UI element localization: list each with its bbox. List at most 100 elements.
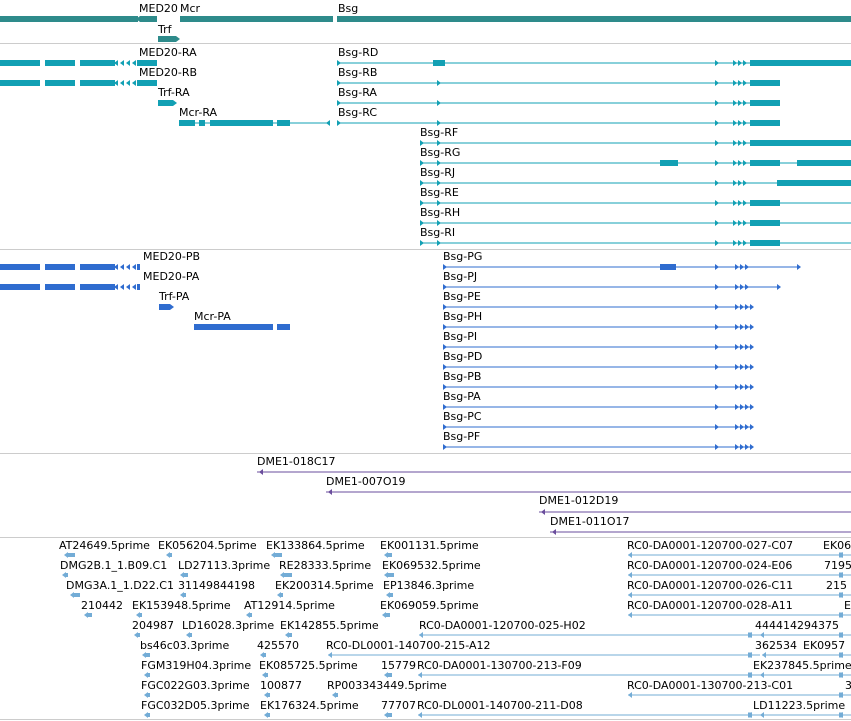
- transcript-label[interactable]: Bsg-RI: [420, 226, 456, 239]
- est-label[interactable]: EK153948.5prime: [132, 599, 231, 612]
- protein-model: [745, 364, 749, 370]
- protein-label[interactable]: Bsg-PG: [443, 250, 483, 263]
- track-separator: [0, 453, 851, 454]
- est-label[interactable]: 210442: [81, 599, 123, 612]
- est-label[interactable]: EK142855.5prime: [280, 619, 379, 632]
- est-label[interactable]: EK069059.5prime: [380, 599, 479, 612]
- est-label[interactable]: DMG3A.1_1.D22.C1: [66, 579, 174, 592]
- est-label[interactable]: EK0957: [803, 639, 846, 652]
- est-label[interactable]: 7195: [824, 559, 851, 572]
- est-label[interactable]: RC0-DA0001-120700-024-E06: [627, 559, 793, 572]
- est-label[interactable]: RE28333.5prime: [279, 559, 372, 572]
- protein-label[interactable]: Bsg-PC: [443, 410, 482, 423]
- protein-label[interactable]: MED20-PA: [143, 270, 200, 283]
- transcript-model: [179, 120, 195, 126]
- est-label[interactable]: EK085725.5prime: [259, 659, 358, 672]
- est-label[interactable]: LD16028.3prime: [182, 619, 275, 632]
- protein-model: [735, 384, 739, 390]
- gene-label-trf[interactable]: Trf: [158, 23, 172, 36]
- gene-label-bsg[interactable]: Bsg: [338, 2, 359, 15]
- est-label[interactable]: LD27113.3prime: [178, 559, 271, 572]
- gene-label-med20[interactable]: MED20: [139, 2, 178, 15]
- est-label[interactable]: EK237845.5prime: [753, 659, 851, 672]
- est-model: [839, 712, 843, 718]
- transcript-label[interactable]: MED20-RB: [139, 66, 198, 79]
- protein-model: [735, 424, 739, 430]
- est-label[interactable]: 3: [845, 679, 851, 692]
- transcript-label[interactable]: Bsg-RJ: [420, 166, 456, 179]
- est-label[interactable]: 31149844198: [178, 579, 255, 592]
- est-label[interactable]: 444414294375: [755, 619, 839, 632]
- clone-label[interactable]: DME1-007O19: [326, 475, 406, 488]
- transcript-model: [437, 240, 441, 246]
- protein-label[interactable]: Bsg-PA: [443, 390, 481, 403]
- est-label[interactable]: 425570: [257, 639, 299, 652]
- clone-label[interactable]: DME1-011O17: [550, 515, 630, 528]
- protein-label[interactable]: Bsg-PF: [443, 430, 481, 443]
- est-label[interactable]: RC0-DA0001-130700-213-F09: [417, 659, 582, 672]
- est-label[interactable]: 77707: [381, 699, 416, 712]
- est-label[interactable]: RC0-DA0001-120700-025-H02: [419, 619, 586, 632]
- est-label[interactable]: RC0-DA0001-130700-213-C01: [627, 679, 794, 692]
- transcript-label[interactable]: Bsg-RB: [338, 66, 378, 79]
- est-label[interactable]: EK001131.5prime: [380, 539, 479, 552]
- est-label[interactable]: EK133864.5prime: [266, 539, 365, 552]
- protein-label[interactable]: Bsg-PE: [443, 290, 481, 303]
- clone-label[interactable]: DME1-012D19: [539, 494, 619, 507]
- clone-label[interactable]: DME1-018C17: [257, 455, 336, 468]
- est-label[interactable]: DMG2B.1_1.B09.C1: [60, 559, 168, 572]
- protein-label[interactable]: MED20-PB: [143, 250, 201, 263]
- transcript-label[interactable]: Trf-RA: [158, 86, 190, 99]
- transcript-model: [733, 160, 737, 166]
- est-label[interactable]: FGC022G03.3prime: [141, 679, 250, 692]
- transcript-model: [45, 60, 75, 66]
- est-label[interactable]: EK06: [823, 539, 851, 552]
- est-label[interactable]: FGM319H04.3prime: [141, 659, 252, 672]
- transcript-label[interactable]: Bsg-RD: [338, 46, 379, 59]
- est-label[interactable]: EK056204.5prime: [158, 539, 257, 552]
- est-label[interactable]: EP13846.3prime: [383, 579, 475, 592]
- est-label[interactable]: AT12914.5prime: [244, 599, 335, 612]
- transcript-label[interactable]: Bsg-RH: [420, 206, 461, 219]
- protein-label[interactable]: Mcr-PA: [194, 310, 231, 323]
- transcript-label[interactable]: Bsg-RF: [420, 126, 459, 139]
- est-label[interactable]: RC0-DA0001-120700-027-C07: [627, 539, 794, 552]
- transcript-label[interactable]: MED20-RA: [139, 46, 197, 59]
- est-model: [628, 592, 632, 598]
- protein-label[interactable]: Bsg-PI: [443, 330, 478, 343]
- transcript-label[interactable]: Mcr-RA: [179, 106, 218, 119]
- protein-label[interactable]: Bsg-PJ: [443, 270, 478, 283]
- est-label[interactable]: EK200314.5prime: [275, 579, 374, 592]
- protein-label[interactable]: Bsg-PH: [443, 310, 483, 323]
- protein-model: [114, 284, 118, 290]
- est-label[interactable]: 100877: [260, 679, 302, 692]
- est-label[interactable]: RC0-DL0001-140700-215-A12: [326, 639, 491, 652]
- protein-label[interactable]: Bsg-PB: [443, 370, 482, 383]
- est-label[interactable]: RC0-DA0001-120700-028-A11: [627, 599, 793, 612]
- protein-label[interactable]: Trf-PA: [159, 290, 190, 303]
- est-label[interactable]: RC0-DL0001-140700-211-D08: [417, 699, 583, 712]
- transcript-label[interactable]: Bsg-RC: [338, 106, 378, 119]
- est-label[interactable]: RP003343449.5prime: [327, 679, 447, 692]
- est-label[interactable]: bs46c03.3prime: [140, 639, 230, 652]
- est-label[interactable]: 362534: [755, 639, 797, 652]
- est-label[interactable]: EK176324.5prime: [260, 699, 359, 712]
- est-label[interactable]: FGC032D05.3prime: [141, 699, 250, 712]
- transcript-model: [715, 80, 719, 86]
- est-label[interactable]: E: [844, 599, 851, 612]
- est-label[interactable]: RC0-DA0001-120700-026-C11: [627, 579, 794, 592]
- gene-label-mcr[interactable]: Mcr: [180, 2, 201, 15]
- est-label[interactable]: EK069532.5prime: [382, 559, 481, 572]
- est-label[interactable]: 15779: [381, 659, 416, 672]
- transcript-label[interactable]: Bsg-RG: [420, 146, 461, 159]
- est-label[interactable]: 204987: [132, 619, 174, 632]
- est-model: [170, 553, 172, 557]
- protein-label[interactable]: Bsg-PD: [443, 350, 483, 363]
- transcript-model: [715, 200, 719, 206]
- est-label[interactable]: LD11223.5prime: [753, 699, 846, 712]
- est-label[interactable]: 215: [826, 579, 847, 592]
- transcript-label[interactable]: Bsg-RE: [420, 186, 459, 199]
- protein-model: [745, 404, 749, 410]
- est-label[interactable]: AT24649.5prime: [59, 539, 150, 552]
- transcript-label[interactable]: Bsg-RA: [338, 86, 377, 99]
